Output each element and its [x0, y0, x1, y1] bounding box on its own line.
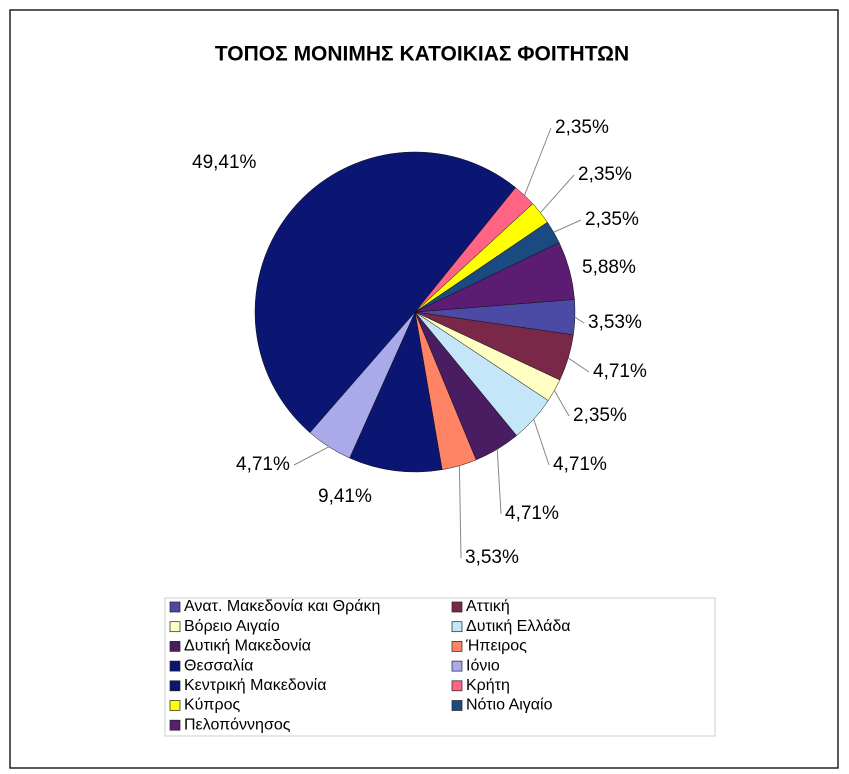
data-label: 4,71%	[593, 361, 647, 382]
legend-label: Κεντρική Μακεδονία	[184, 677, 326, 694]
legend-box	[164, 597, 716, 737]
data-label: 4,71%	[236, 454, 290, 475]
legend-label: Δυτική Ελλάδα	[466, 618, 571, 635]
legend-label: Ιόνιο	[466, 657, 500, 674]
legend-label: Κύπρος	[184, 697, 240, 714]
data-label: 4,71%	[505, 503, 559, 524]
data-label: 2,35%	[585, 209, 639, 230]
legend-label: Πελοπόννησος	[184, 716, 291, 733]
legend-swatch	[451, 680, 463, 692]
chart-title: ΤΟΠΟΣ ΜΟΝΙΜΗΣ ΚΑΤΟΙΚΙΑΣ ΦΟΙΤΗΤΩΝ	[215, 43, 629, 66]
data-label: 9,41%	[318, 486, 372, 507]
leader-line	[553, 390, 570, 417]
data-label: 3,53%	[588, 312, 642, 333]
data-label: 2,35%	[555, 117, 609, 138]
leader-line	[567, 357, 590, 373]
legend-swatch	[451, 621, 463, 633]
legend-label: Δυτική Μακεδονία	[184, 638, 311, 655]
data-label: 5,88%	[582, 257, 636, 278]
legend-swatch	[451, 700, 463, 711]
leader-line	[496, 449, 502, 515]
legend-label: Αττική	[466, 598, 510, 615]
leader-line	[574, 316, 585, 324]
pie-slice	[349, 311, 443, 473]
legend-swatch	[451, 660, 463, 672]
leader-line	[458, 465, 462, 559]
leader-line	[533, 419, 550, 466]
data-label: 2,35%	[573, 405, 627, 426]
legend-swatch	[169, 601, 181, 613]
legend-label: Ήπειρος	[465, 638, 527, 655]
legend-label: Νότιο Αιγαίο	[466, 697, 553, 714]
data-label: 2,35%	[578, 164, 632, 185]
data-label: 49,41%	[192, 152, 257, 173]
pie-slice	[254, 151, 516, 433]
pie-slice	[414, 242, 575, 313]
legend-swatch	[169, 641, 181, 652]
leader-line	[553, 219, 582, 233]
legend-label: Βόρειο Αιγαίο	[184, 618, 280, 635]
legend-swatch	[169, 700, 181, 711]
legend-label: Κρήτη	[466, 677, 510, 694]
data-label: 3,53%	[465, 547, 519, 568]
legend-swatch	[169, 660, 181, 672]
leader-line	[524, 127, 552, 196]
legend-swatch	[169, 680, 181, 692]
leader-line	[540, 174, 575, 214]
legend-label: Θεσσαλία	[184, 657, 253, 674]
legend-swatch	[451, 641, 463, 652]
legend-label: Ανατ. Μακεδονία και Θράκη	[184, 598, 380, 615]
legend-swatch	[451, 601, 463, 613]
leader-line	[293, 446, 330, 466]
legend-swatch	[169, 621, 181, 633]
data-label: 4,71%	[553, 454, 607, 475]
legend-swatch	[169, 719, 181, 731]
